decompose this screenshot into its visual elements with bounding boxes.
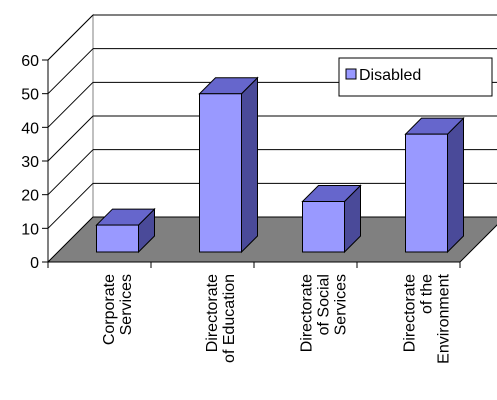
bar bbox=[404, 116, 465, 254]
y-tick-label: 10 bbox=[21, 221, 39, 238]
x-tick-label: of the bbox=[419, 274, 436, 314]
y-tick-label: 40 bbox=[21, 120, 39, 137]
y-tick-labels: 0 10 20 30 40 50 60 bbox=[21, 53, 39, 272]
x-tick-label: Services bbox=[118, 274, 135, 335]
gridline-side bbox=[47, 115, 94, 162]
legend: Disabled bbox=[338, 57, 493, 97]
x-tick-label: Corporate bbox=[101, 274, 118, 345]
legend-box bbox=[338, 57, 493, 97]
x-tick-label: Directorate bbox=[204, 274, 221, 352]
x-tick-label: Directorate bbox=[402, 274, 419, 352]
gridline-side bbox=[47, 48, 94, 95]
y-tick-label: 0 bbox=[30, 255, 39, 272]
x-tick-label: of Social bbox=[316, 274, 333, 335]
x-tick-label: Services bbox=[333, 274, 350, 335]
x-tick-label: Environment bbox=[436, 273, 453, 363]
bar-side-face bbox=[447, 116, 464, 254]
y-tick-label: 50 bbox=[21, 87, 39, 104]
y-tick-label: 20 bbox=[21, 188, 39, 205]
bar-side-face bbox=[241, 76, 258, 254]
bar-front-face bbox=[405, 133, 448, 253]
floor-plane bbox=[46, 216, 497, 263]
bar bbox=[301, 184, 362, 254]
gridline-side bbox=[47, 81, 94, 128]
y-tick-label: 60 bbox=[21, 53, 39, 70]
bar-front-face bbox=[199, 93, 242, 253]
x-tick-labels: Corporate Services Directorate of Education… bbox=[101, 273, 453, 363]
x-tick-label: of Education bbox=[221, 274, 238, 363]
bar-front-face bbox=[302, 201, 345, 253]
gridline-side bbox=[47, 149, 94, 196]
x-tick-label: Directorate bbox=[299, 274, 316, 352]
bar-front-face bbox=[96, 224, 139, 253]
bars bbox=[95, 76, 465, 254]
y-tick-label: 30 bbox=[21, 154, 39, 171]
bar bbox=[95, 207, 156, 254]
chart-floor bbox=[46, 216, 497, 263]
gridline-side bbox=[47, 14, 94, 61]
gridline-side bbox=[47, 182, 94, 229]
legend-swatch bbox=[345, 68, 357, 80]
legend-label: Disabled bbox=[359, 67, 421, 84]
bar bbox=[198, 76, 259, 254]
y-axis bbox=[42, 59, 461, 268]
